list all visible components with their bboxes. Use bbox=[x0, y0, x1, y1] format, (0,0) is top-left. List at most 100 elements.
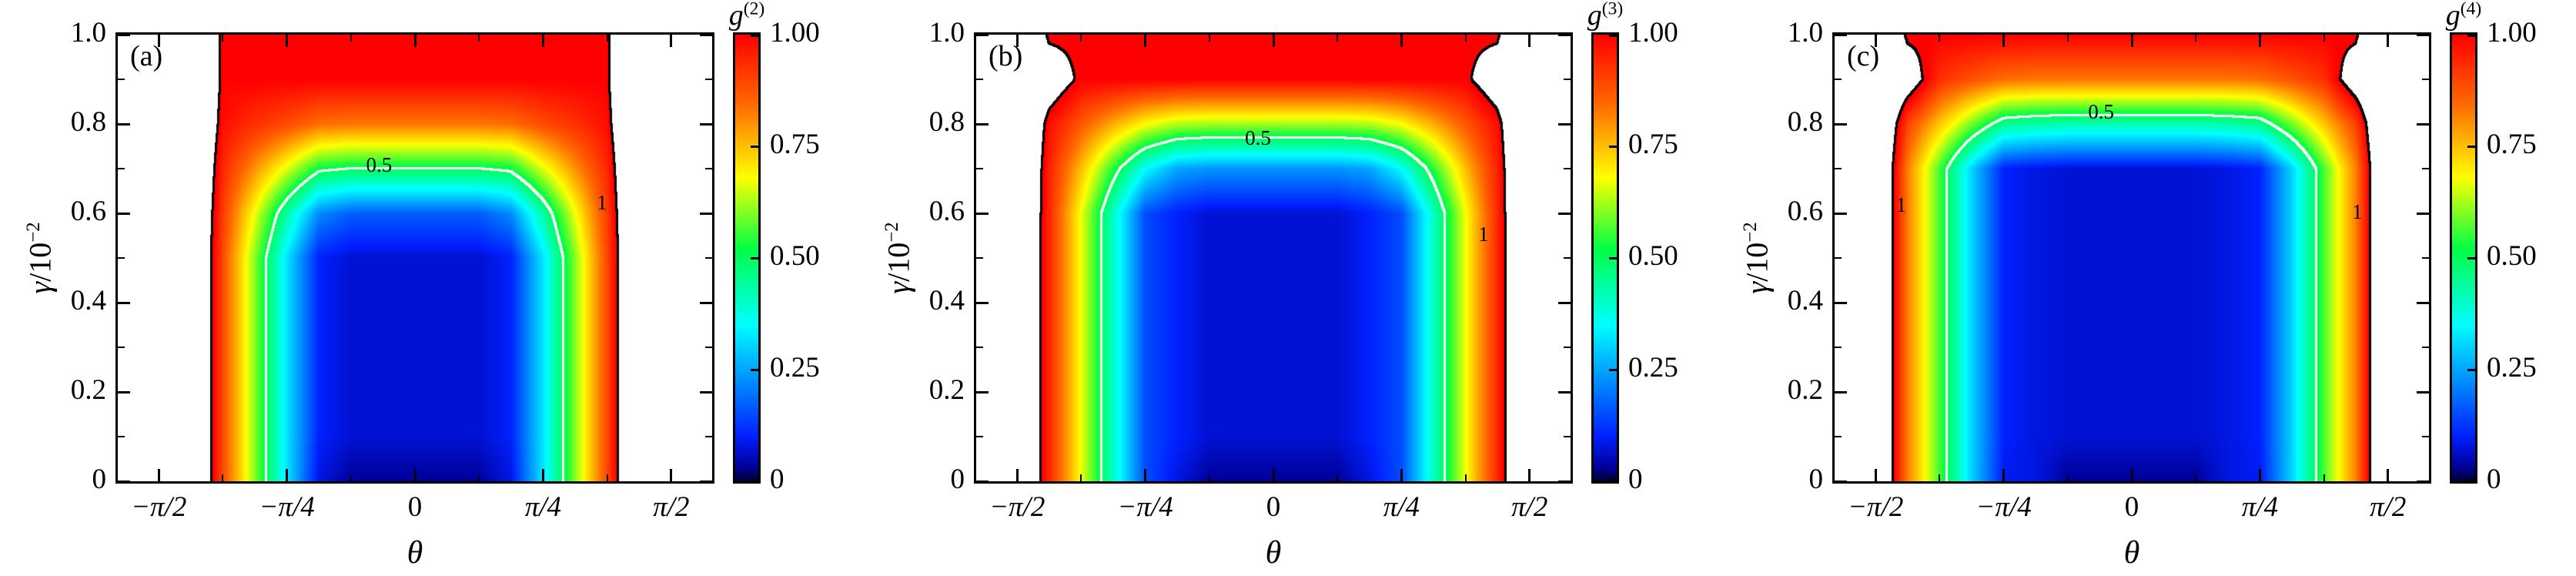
y-tick-mark bbox=[2417, 212, 2429, 215]
y-tick-mark bbox=[118, 480, 130, 483]
x-tick-label: −π/4 bbox=[1117, 491, 1173, 523]
y-tick-mark bbox=[2417, 301, 2429, 304]
x-minor-tick-mark bbox=[2195, 35, 2197, 42]
x-axis-label: θ bbox=[1265, 535, 1282, 571]
y-tick-label: 0 bbox=[92, 464, 107, 495]
x-tick-label: π/4 bbox=[524, 491, 562, 523]
y-tick-mark bbox=[118, 212, 130, 215]
x-minor-tick-mark bbox=[222, 35, 224, 42]
y-label-divisor: /10 bbox=[1739, 242, 1775, 282]
x-tick-label: π/2 bbox=[653, 491, 690, 523]
y-minor-tick-mark bbox=[1835, 257, 1842, 259]
y-tick-mark bbox=[1835, 122, 1847, 126]
x-minor-tick-mark bbox=[1464, 474, 1467, 481]
y-tick-label: 0.8 bbox=[928, 106, 965, 138]
y-tick-mark bbox=[2417, 122, 2429, 126]
y-tick-mark bbox=[1835, 301, 1847, 304]
contour-label: 0.5 bbox=[2088, 99, 2114, 123]
y-minor-tick-mark bbox=[705, 168, 712, 169]
x-minor-tick-mark bbox=[350, 474, 352, 481]
x-tick-mark bbox=[286, 469, 289, 481]
panel-letter-c: (c) bbox=[1847, 40, 1880, 72]
colorbar-tick-label: 0.25 bbox=[1628, 352, 1678, 383]
y-minor-tick-mark bbox=[1835, 347, 1842, 348]
heatmap-plot-b: (b) 0.5 1 bbox=[974, 32, 1573, 484]
colorbar-tick-label: 0.75 bbox=[1628, 129, 1678, 160]
heatmap-plot-a: (a) 0.5 1 bbox=[115, 32, 714, 484]
colorbar-tick-mark bbox=[2467, 146, 2475, 148]
x-tick-mark bbox=[541, 35, 544, 47]
contour-label: 1 bbox=[1478, 223, 1489, 246]
contour-label: 0.5 bbox=[366, 153, 393, 177]
y-tick-label: 0 bbox=[950, 464, 965, 495]
heatmap-canvas-a bbox=[118, 35, 712, 481]
x-tick-mark bbox=[1400, 35, 1403, 47]
colorbar-tick-mark bbox=[751, 257, 758, 260]
y-tick-label: 0.2 bbox=[1787, 374, 1823, 406]
y-tick-label: 1.0 bbox=[70, 17, 106, 49]
colorbar-tick-mark bbox=[751, 146, 758, 148]
y-minor-tick-mark bbox=[976, 168, 983, 169]
y-tick-mark bbox=[700, 390, 712, 393]
panel-c: γ/10−2 (c) 0.5 1 1 θ g(4) −π/2 −π/4 0 π/4 π/2 0… bbox=[1717, 0, 2575, 576]
x-tick-mark bbox=[286, 35, 289, 47]
colorbar-tick-label: 0 bbox=[770, 464, 785, 495]
x-tick-mark bbox=[1144, 35, 1147, 47]
y-minor-tick-mark bbox=[1564, 347, 1571, 348]
colorbar-title-c: g(4) bbox=[2402, 0, 2525, 32]
g-order: (4) bbox=[2460, 0, 2482, 19]
x-minor-tick-mark bbox=[1464, 35, 1467, 42]
y-minor-tick-mark bbox=[2422, 168, 2429, 169]
colorbar-tick-label: 1.00 bbox=[1628, 17, 1678, 49]
x-tick-label: −π/4 bbox=[259, 491, 315, 523]
y-minor-tick-mark bbox=[705, 257, 712, 259]
y-tick-mark bbox=[700, 212, 712, 215]
y-label-divisor: /10 bbox=[22, 242, 58, 282]
x-tick-mark bbox=[2002, 469, 2006, 481]
x-minor-tick-mark bbox=[350, 35, 352, 42]
x-tick-mark bbox=[1874, 469, 1877, 481]
y-minor-tick-mark bbox=[118, 257, 125, 259]
y-tick-mark bbox=[1558, 480, 1571, 483]
colorbar-title-b: g(3) bbox=[1544, 0, 1667, 32]
x-tick-label: π/2 bbox=[2370, 491, 2407, 523]
y-tick-label: 0.2 bbox=[928, 374, 965, 406]
y-minor-tick-mark bbox=[2422, 347, 2429, 348]
y-minor-tick-mark bbox=[2422, 79, 2429, 80]
y-tick-label: 0.6 bbox=[70, 196, 106, 227]
x-minor-tick-mark bbox=[1080, 35, 1082, 42]
y-minor-tick-mark bbox=[2422, 436, 2429, 437]
y-minor-tick-mark bbox=[2422, 257, 2429, 259]
colorbar-tick-mark bbox=[1609, 479, 1617, 481]
colorbar-tick-label: 0.75 bbox=[770, 129, 820, 160]
y-tick-label: 1.0 bbox=[928, 17, 965, 49]
colorbar-tick-label: 0 bbox=[1628, 464, 1643, 495]
y-tick-label: 0.6 bbox=[1787, 196, 1823, 227]
colorbar-tick-label: 0.25 bbox=[2487, 352, 2537, 383]
x-minor-tick-mark bbox=[1939, 35, 1941, 42]
colorbar-tick-mark bbox=[751, 479, 758, 481]
y-tick-mark bbox=[1558, 390, 1571, 393]
y-tick-mark bbox=[1835, 480, 1847, 483]
x-tick-mark bbox=[1400, 469, 1403, 481]
y-tick-mark bbox=[700, 122, 712, 126]
y-tick-label: 0.8 bbox=[1787, 106, 1823, 138]
colorbar-tick-mark bbox=[751, 369, 758, 371]
y-tick-mark bbox=[2417, 390, 2429, 393]
colorbar-tick-mark bbox=[2467, 35, 2475, 37]
heatmap-canvas-c bbox=[1835, 35, 2429, 481]
x-minor-tick-mark bbox=[1208, 35, 1210, 42]
colorbar-title-a: g(2) bbox=[685, 0, 808, 32]
x-tick-mark bbox=[1272, 35, 1275, 47]
contour-label: 1 bbox=[1895, 193, 1907, 217]
y-tick-label: 0.8 bbox=[70, 106, 106, 138]
y-tick-mark bbox=[700, 480, 712, 483]
contour-label: 1 bbox=[597, 191, 607, 215]
colorbar-a bbox=[733, 32, 761, 484]
y-tick-mark bbox=[1558, 301, 1571, 304]
panel-b: γ/10−2 (b) 0.5 1 θ g(3) −π/2 −π/4 0 π/4 π/2 0 0… bbox=[858, 0, 1717, 576]
y-axis-label: γ/10−2 bbox=[881, 222, 917, 293]
x-tick-mark bbox=[157, 469, 160, 481]
g-symbol: g bbox=[728, 0, 744, 32]
